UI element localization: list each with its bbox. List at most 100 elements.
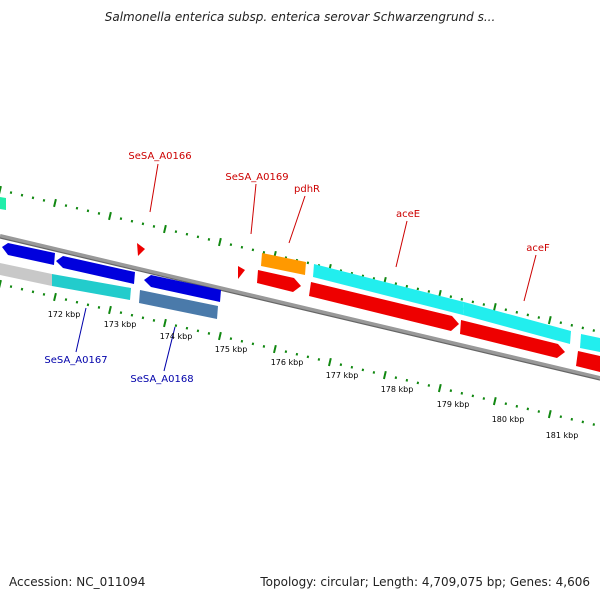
gc-dot — [570, 417, 574, 421]
gc-dot — [64, 298, 68, 302]
leader-a0167 — [75, 307, 87, 353]
gc-dot — [174, 324, 178, 328]
leader-a0168 — [163, 326, 176, 372]
leader-aceE — [395, 220, 408, 268]
gc-dot — [97, 212, 101, 215]
gc-dot — [207, 332, 211, 335]
label-acef[interactable]: aceF — [526, 243, 550, 254]
gc-dot — [581, 420, 585, 424]
gc-dot — [559, 321, 563, 325]
gc-dot — [185, 326, 189, 330]
gc-dot — [559, 415, 563, 419]
gc-dot — [240, 339, 244, 343]
gc-dot — [163, 318, 167, 328]
gc-dot — [592, 423, 596, 426]
label-sesa-a0166[interactable]: SeSA_A0166 — [128, 151, 191, 162]
gene-red-aceF[interactable] — [460, 320, 565, 358]
gc-dot — [427, 290, 431, 293]
label-sesa-a0168[interactable]: SeSA_A0168 — [130, 374, 193, 385]
accession-text: Accession: NC_011094 — [9, 575, 146, 589]
tick-label: 178 kbp — [381, 385, 414, 394]
gene-blue-reverse-2[interactable] — [56, 256, 135, 284]
gc-dot — [482, 397, 486, 400]
leader-a0166 — [149, 163, 159, 213]
gc-dot — [97, 306, 101, 309]
gc-dot — [427, 384, 431, 387]
gc-dot — [437, 383, 442, 393]
gene-red-aceE[interactable] — [309, 282, 459, 331]
tick-label: 177 kbp — [326, 371, 359, 380]
gc-dot — [108, 305, 112, 315]
leader-aceF — [523, 254, 537, 302]
tick-label: 174 kbp — [160, 332, 193, 341]
gc-dot — [229, 243, 233, 247]
gc-dot — [31, 290, 35, 294]
gc-dot — [130, 313, 134, 317]
gc-dot — [185, 232, 189, 236]
gc-dot — [141, 316, 145, 320]
gc-dot — [405, 378, 409, 382]
gene-teal[interactable] — [52, 274, 131, 300]
gc-dot — [284, 350, 288, 354]
gc-dot — [405, 284, 409, 288]
gene-orange[interactable] — [261, 253, 306, 275]
gc-dot — [460, 391, 464, 395]
gc-dot — [306, 261, 310, 265]
tick-label: 173 kbp — [104, 320, 137, 329]
gc-dot — [163, 224, 167, 234]
gc-dot — [471, 300, 475, 304]
feature-teal-edge[interactable] — [0, 197, 6, 210]
gc-dot — [262, 251, 266, 254]
gc-dot — [581, 326, 585, 330]
small-forward-feature-1[interactable] — [137, 243, 145, 256]
gc-dot — [526, 407, 530, 411]
small-forward-feature-2[interactable] — [238, 266, 245, 279]
tick-label: 181 kbp — [546, 431, 579, 440]
gc-dot — [152, 319, 156, 322]
tick-label: 179 kbp — [437, 400, 470, 409]
label-pdhr[interactable]: pdhR — [294, 184, 320, 195]
gc-dot — [86, 303, 90, 307]
gc-dot — [372, 371, 376, 374]
genome-summary-text: Topology: circular; Length: 4,709,075 bp… — [260, 575, 590, 589]
gc-dot — [218, 237, 222, 247]
gene-cyan-right-edge[interactable] — [580, 334, 600, 352]
gc-dot — [196, 329, 200, 333]
gc-dot — [416, 287, 420, 291]
map-title: Salmonella enterica subsp. enterica sero… — [104, 10, 496, 24]
gene-cyan-aceF-region[interactable] — [463, 302, 571, 344]
gene-blue-reverse-3[interactable] — [144, 275, 221, 302]
gc-dot — [350, 365, 354, 369]
gc-dot — [592, 329, 596, 332]
label-sesa-a0169[interactable]: SeSA_A0169 — [225, 172, 288, 183]
gene-blue-reverse-1[interactable] — [2, 243, 55, 265]
lower-gc-dot-track — [0, 279, 596, 426]
gc-dot — [75, 206, 79, 210]
gene-red-right-edge[interactable] — [576, 351, 600, 372]
gc-dot — [361, 368, 365, 372]
gc-dot — [394, 376, 398, 380]
gc-dot — [570, 323, 574, 327]
gc-dot — [327, 357, 332, 367]
gc-dot — [295, 352, 299, 356]
label-sesa-a0167[interactable]: SeSA_A0167 — [44, 355, 107, 366]
gc-dot — [64, 204, 68, 208]
gene-cyan-aceE-region[interactable] — [313, 264, 464, 315]
gene-red-pdhR[interactable] — [257, 270, 301, 292]
label-acee[interactable]: aceE — [396, 209, 420, 220]
gene-gray[interactable] — [0, 263, 52, 286]
gc-dot — [382, 370, 387, 380]
gc-dot — [174, 230, 178, 234]
gc-dot — [537, 410, 541, 413]
gc-dot — [42, 293, 46, 296]
gc-dot — [273, 344, 277, 354]
gene-steelblue[interactable] — [139, 290, 218, 319]
gc-dot — [207, 238, 211, 241]
tick-label: 172 kbp — [48, 310, 81, 319]
gc-dot — [0, 185, 2, 195]
backbone-outer — [0, 234, 600, 380]
gc-dot — [504, 402, 508, 406]
gc-dot — [251, 342, 255, 346]
gc-dot — [196, 235, 200, 239]
